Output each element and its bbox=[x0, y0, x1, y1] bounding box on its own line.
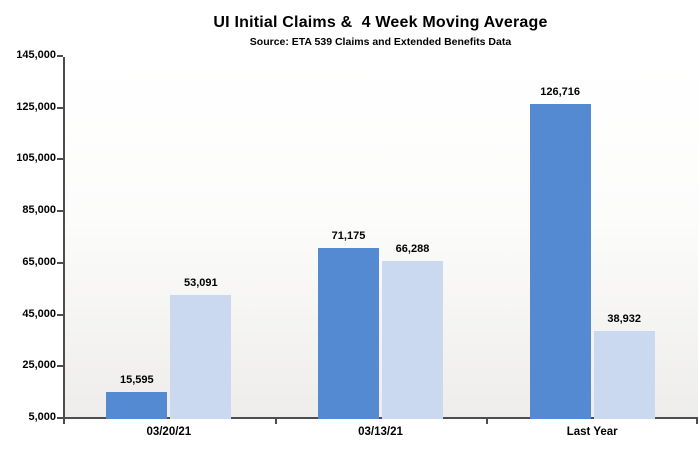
bar-value-label: 15,595 bbox=[120, 373, 154, 386]
y-axis-tick bbox=[57, 365, 63, 368]
x-category-label: 03/13/21 bbox=[358, 426, 403, 438]
bar-value-label: 66,288 bbox=[395, 242, 430, 255]
plot-area bbox=[63, 57, 698, 419]
bar-value-label: 126,716 bbox=[540, 86, 581, 99]
y-axis-tick-label: 5,000 bbox=[28, 411, 56, 423]
x-axis-tick bbox=[486, 419, 489, 424]
y-axis-tick bbox=[57, 106, 63, 109]
y-axis-tick bbox=[57, 158, 63, 161]
bar-value-label: 71,175 bbox=[331, 229, 366, 242]
y-axis-tick-label: 65,000 bbox=[22, 255, 56, 268]
chart-subtitle: Source: ETA 539 Claims and Extended Bene… bbox=[249, 36, 512, 48]
x-axis-tick bbox=[274, 419, 277, 424]
bar-series1 bbox=[106, 391, 168, 419]
x-axis-tick bbox=[63, 419, 65, 424]
x-axis-tick bbox=[696, 419, 698, 424]
y-axis-tick bbox=[57, 313, 63, 316]
y-axis-tick bbox=[57, 261, 63, 264]
y-axis-tick bbox=[57, 417, 63, 419]
bar-series1 bbox=[318, 247, 379, 419]
y-axis-tick-label: 25,000 bbox=[22, 359, 56, 372]
y-axis-tick-label: 105,000 bbox=[16, 152, 56, 165]
bar-series2 bbox=[593, 331, 655, 419]
y-axis-tick bbox=[57, 55, 63, 57]
y-axis-tick-label: 125,000 bbox=[16, 100, 56, 113]
bar-value-label: 38,932 bbox=[607, 313, 641, 326]
bar-value-label: 53,091 bbox=[184, 276, 218, 289]
y-axis-tick bbox=[57, 210, 63, 213]
bar-series2 bbox=[170, 294, 232, 419]
chart-title: UI Initial Claims & 4 Week Moving Averag… bbox=[213, 14, 548, 31]
bar-series1 bbox=[529, 104, 591, 419]
x-category-label: Last Year bbox=[566, 426, 618, 438]
bar-series2 bbox=[382, 260, 443, 419]
x-category-label: 03/20/21 bbox=[146, 426, 192, 438]
y-axis-tick-label: 145,000 bbox=[16, 49, 56, 61]
y-axis-tick-label: 85,000 bbox=[22, 204, 56, 217]
y-axis-tick-label: 45,000 bbox=[22, 307, 56, 320]
